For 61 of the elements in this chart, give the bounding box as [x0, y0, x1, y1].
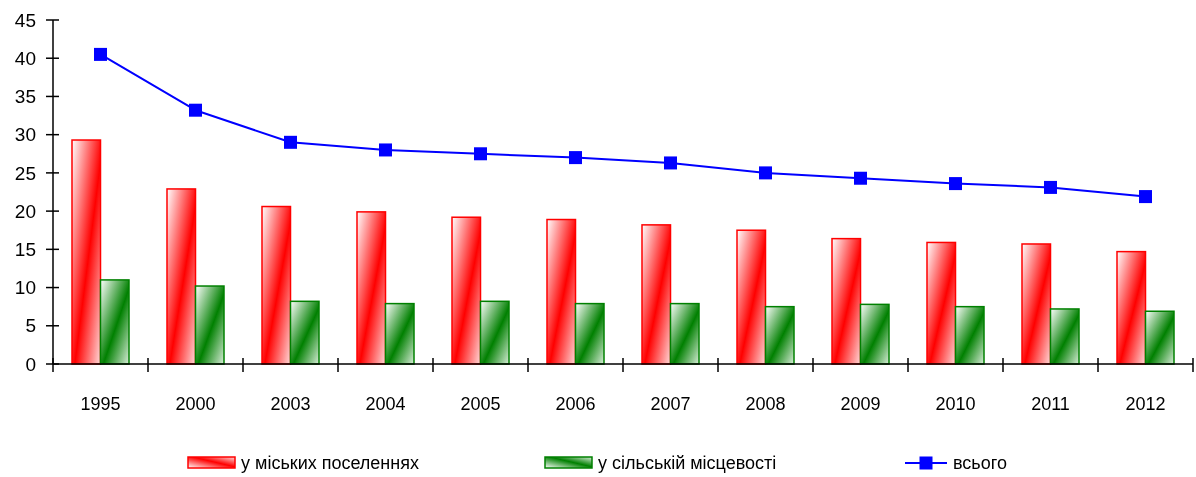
x-tick-label: 1995 [80, 394, 121, 414]
bar [574, 302, 605, 365]
bar [641, 224, 672, 365]
x-tick-label: 2011 [1031, 394, 1070, 414]
bar [479, 300, 510, 365]
x-tick-label: 2008 [745, 394, 786, 414]
y-tick-label: 45 [14, 9, 36, 31]
y-tick-label: 15 [14, 238, 36, 260]
bar [1021, 243, 1052, 365]
bar [926, 241, 957, 365]
x-tick-label: 2004 [365, 394, 406, 414]
point [284, 135, 297, 149]
legend-label: у сільській місцевості [598, 453, 777, 474]
bar [1049, 308, 1080, 365]
bar [954, 305, 985, 365]
x-tick-label: 2006 [555, 394, 596, 414]
bar [356, 211, 387, 365]
y-tick-label: 40 [14, 47, 36, 69]
point [569, 151, 582, 165]
bar [99, 279, 130, 365]
bar [736, 229, 767, 365]
point [854, 171, 867, 185]
y-tick-label: 25 [14, 162, 36, 184]
point [1044, 180, 1057, 194]
bar [831, 237, 862, 365]
point [474, 147, 487, 161]
bar [71, 139, 102, 365]
x-tick-label: 2009 [840, 394, 881, 414]
bar [384, 302, 415, 365]
point [1139, 190, 1152, 204]
x-tick-label: 2007 [650, 394, 691, 414]
point [949, 177, 962, 191]
y-tick-label: 20 [14, 200, 36, 222]
y-tick-label: 0 [25, 353, 36, 375]
x-tick-label: 2003 [270, 394, 311, 414]
x-tick-label: 2010 [935, 394, 976, 414]
point [759, 166, 772, 180]
x-tick-label: 2000 [175, 394, 216, 414]
point [189, 103, 202, 117]
bar [1116, 250, 1147, 365]
bar [451, 216, 482, 365]
bar [1144, 310, 1175, 365]
legend-label: у міських поселеннях [241, 453, 419, 474]
y-tick-label: 35 [14, 86, 36, 108]
y-tick-label: 10 [14, 277, 36, 299]
y-tick-label: 5 [25, 315, 36, 337]
point [664, 156, 677, 170]
bar [166, 188, 197, 365]
legend-label: всього [953, 453, 1007, 474]
bar [261, 205, 292, 365]
x-tick-label: 2012 [1125, 394, 1166, 414]
bar [859, 303, 890, 365]
bar [546, 218, 577, 365]
point [94, 47, 107, 61]
x-tick-label: 2005 [460, 394, 501, 414]
bar [289, 300, 320, 365]
bar [669, 302, 700, 365]
bar [194, 285, 225, 365]
bar [764, 305, 795, 365]
point [379, 143, 392, 157]
y-tick-label: 30 [14, 124, 36, 146]
